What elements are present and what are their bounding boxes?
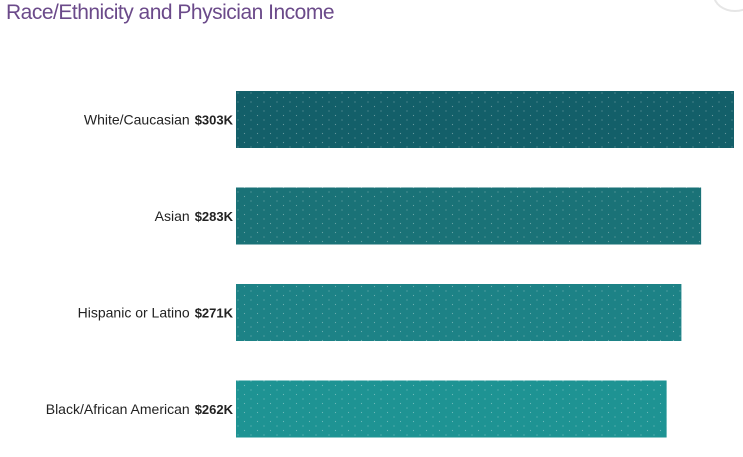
category-label-2: Hispanic or Latino	[78, 305, 190, 321]
category-label-0: White/Caucasian	[84, 112, 190, 128]
value-label-2: $271K	[195, 306, 234, 321]
category-label-3: Black/African American	[46, 401, 190, 417]
value-label-1: $283K	[195, 209, 234, 224]
chart-title: Race/Ethnicity and Physician Income	[6, 1, 335, 24]
category-label-1: Asian	[155, 208, 190, 224]
bar-texture-0	[236, 91, 734, 148]
bar-texture-2	[236, 284, 682, 341]
value-label-3: $262K	[195, 402, 234, 417]
value-label-0: $303K	[195, 113, 234, 128]
bar-texture-3	[236, 380, 667, 438]
bar-texture-1	[236, 187, 702, 245]
